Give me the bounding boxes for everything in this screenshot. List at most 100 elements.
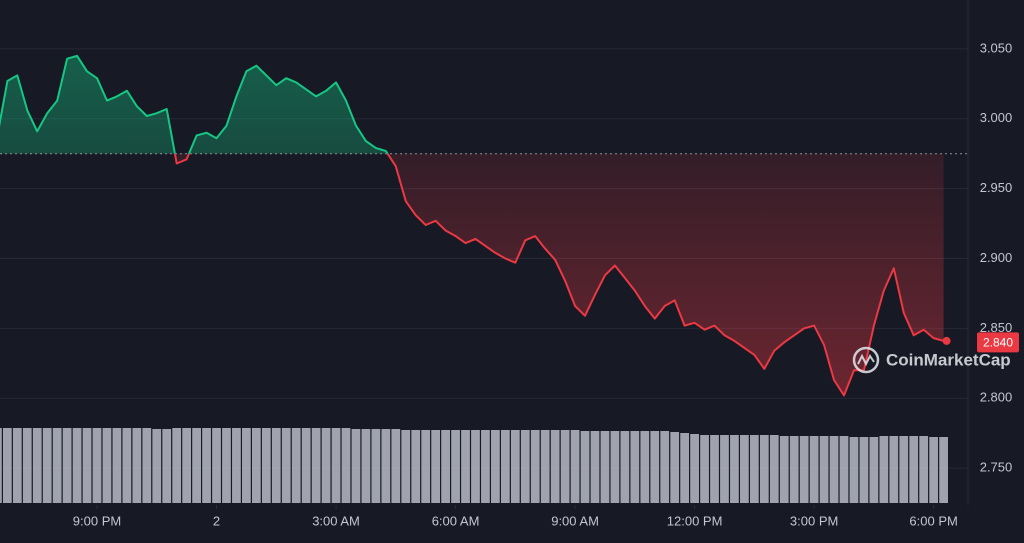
volume-bar xyxy=(2,428,12,503)
x-tick-label: 2 xyxy=(213,513,220,528)
watermark: CoinMarketCap xyxy=(852,346,1011,374)
volume-bar xyxy=(441,430,450,503)
volume-bar xyxy=(12,428,22,503)
volume-bar xyxy=(222,428,231,503)
price-badge-label: 2.840 xyxy=(983,335,1013,349)
volume-bar xyxy=(690,434,699,503)
volume-bar xyxy=(879,436,889,503)
volume-bar xyxy=(192,428,201,503)
volume-bar xyxy=(62,428,72,503)
volume-bar xyxy=(102,428,112,503)
volume-bar xyxy=(431,430,441,503)
volume-bar xyxy=(500,430,510,503)
price-badge xyxy=(977,332,1019,353)
area-up xyxy=(0,55,944,154)
volume-bar xyxy=(540,430,550,503)
volume-bar xyxy=(829,436,839,503)
volume-bar xyxy=(281,428,291,503)
volume-bar xyxy=(570,430,580,503)
volume-bar xyxy=(172,428,182,503)
volume-bar xyxy=(122,428,132,503)
volume-bar xyxy=(510,430,520,503)
volume-bar xyxy=(849,437,859,503)
x-tick-label: 9:00 PM xyxy=(73,513,121,528)
volume-bar xyxy=(371,429,381,503)
volume-bar xyxy=(0,428,2,503)
volume-bar xyxy=(471,430,480,503)
y-tick-label: 2.950 xyxy=(980,180,1013,195)
y-tick-label: 3.050 xyxy=(980,40,1013,55)
volume-bar xyxy=(132,428,142,503)
volume-bar xyxy=(82,428,92,503)
volume-bar xyxy=(242,428,251,503)
x-tick-label: 12:00 PM xyxy=(667,513,723,528)
volume-bar xyxy=(92,428,102,503)
volume-bar xyxy=(929,437,939,503)
volume-bar xyxy=(730,435,739,503)
x-tick-label: 3:00 AM xyxy=(312,513,360,528)
volume-bar xyxy=(491,430,500,503)
volume-bar xyxy=(351,429,361,503)
volume-bar xyxy=(909,436,919,503)
y-tick-label: 2.850 xyxy=(980,320,1013,335)
volume-bar xyxy=(809,436,819,503)
volume-bar xyxy=(749,435,759,503)
y-tick-label: 2.800 xyxy=(980,390,1013,405)
area-down xyxy=(174,153,944,396)
volume-bar xyxy=(740,435,749,503)
volume-bar xyxy=(789,436,799,503)
volume-bar xyxy=(481,430,490,503)
volume-bar xyxy=(899,436,909,503)
volume-bar xyxy=(859,437,869,503)
volume-bar xyxy=(212,428,221,503)
volume-bar xyxy=(421,430,431,503)
volume-bar xyxy=(401,430,411,503)
volume-bar xyxy=(799,436,809,503)
volume-bar xyxy=(461,430,470,503)
volume-bar xyxy=(72,428,82,503)
volume-bar xyxy=(291,428,301,503)
x-tick-label: 6:00 AM xyxy=(432,513,480,528)
volume-bar xyxy=(311,428,321,503)
volume-bar xyxy=(650,431,660,503)
last-point xyxy=(942,336,951,345)
volume-bar xyxy=(162,429,172,503)
volume-bar xyxy=(331,428,341,503)
volume-bar xyxy=(680,433,690,503)
volume-bar xyxy=(700,435,709,503)
volume-bar xyxy=(112,428,122,503)
volume-bar xyxy=(271,428,281,503)
volume-bar xyxy=(819,436,829,503)
volume-bar xyxy=(869,437,879,503)
volume-bar xyxy=(22,428,32,503)
volume-bar xyxy=(600,431,610,503)
price-line-up xyxy=(0,54,389,154)
volume-bar xyxy=(759,435,769,503)
volume-bar xyxy=(520,430,530,503)
volume-bar xyxy=(939,437,948,503)
volume-bar xyxy=(550,430,560,503)
volume-bar xyxy=(560,430,570,503)
price-line-down xyxy=(173,153,944,397)
volume-bar xyxy=(232,428,241,503)
volume-bar xyxy=(381,429,391,503)
volume-bar xyxy=(251,428,261,503)
volume-bar xyxy=(42,428,52,503)
volume-bar xyxy=(32,428,42,503)
volume-bar xyxy=(610,431,620,503)
volume-bar xyxy=(670,432,680,503)
watermark-logo xyxy=(852,346,880,374)
volume-bar xyxy=(630,431,640,503)
volume-bar xyxy=(261,428,271,503)
volume-bar xyxy=(152,429,162,503)
volume-bar xyxy=(411,430,421,503)
volume-bar xyxy=(660,431,670,503)
volume-bar xyxy=(361,429,371,503)
volume-bar xyxy=(451,430,460,503)
volume-bar xyxy=(710,435,719,503)
volume-bar xyxy=(530,430,540,503)
volume-bar xyxy=(839,436,849,503)
volume-bar xyxy=(590,431,600,503)
watermark-logo-wave xyxy=(857,353,875,367)
